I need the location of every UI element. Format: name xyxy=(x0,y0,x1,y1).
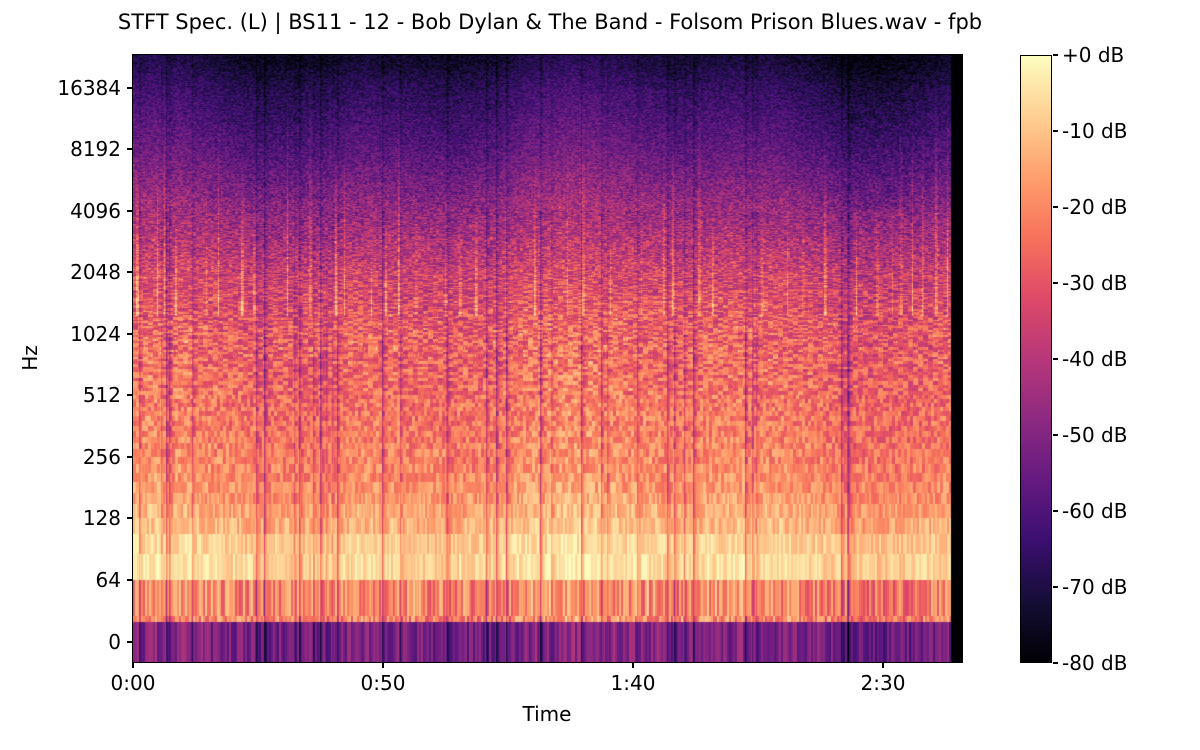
y-tick-label: 1024 xyxy=(70,321,121,346)
colorbar-tick-mark xyxy=(1053,358,1058,360)
chart-title: STFT Spec. (L) | BS11 - 12 - Bob Dylan &… xyxy=(117,10,983,34)
colorbar-tick-label: -80 dB xyxy=(1062,651,1128,675)
y-tick-label: 64 xyxy=(95,568,121,592)
y-tick-mark xyxy=(127,579,132,581)
colorbar-tick-mark xyxy=(1053,282,1058,284)
x-tick-label: 0:50 xyxy=(360,671,406,695)
x-tick-label: 0:00 xyxy=(110,671,156,695)
x-tick-mark xyxy=(382,663,384,668)
y-axis-label: Hz xyxy=(18,345,42,371)
y-tick-label: 0 xyxy=(108,629,121,654)
colorbar-tick-label: -60 dB xyxy=(1062,499,1128,523)
colorbar-tick-mark xyxy=(1053,586,1058,588)
y-tick-mark xyxy=(127,455,132,458)
y-tick-mark xyxy=(127,517,132,520)
colorbar-tick-label: -10 dB xyxy=(1062,119,1128,143)
colorbar-tick-label: -50 dB xyxy=(1062,423,1128,447)
colorbar-tick-mark xyxy=(1053,54,1058,56)
y-tick-mark xyxy=(127,148,132,151)
spectrogram-plot xyxy=(132,54,963,663)
colorbar-tick-mark xyxy=(1053,130,1058,132)
y-tick-mark xyxy=(127,332,132,335)
x-axis-label: Time xyxy=(522,702,572,726)
colorbar-tick-mark xyxy=(1053,510,1058,512)
y-tick-mark xyxy=(127,209,132,212)
colorbar-tick-label: +0 dB xyxy=(1062,43,1125,67)
y-tick-label: 512 xyxy=(82,383,121,408)
y-tick-label: 256 xyxy=(82,444,121,469)
colorbar-tick-label: -40 dB xyxy=(1062,347,1128,371)
x-tick-mark xyxy=(132,663,134,668)
colorbar-tick-label: -30 dB xyxy=(1062,271,1128,295)
x-tick-mark xyxy=(632,663,634,668)
y-tick-label: 4096 xyxy=(70,198,121,223)
x-tick-mark xyxy=(882,663,884,668)
y-tick-mark xyxy=(127,394,132,397)
colorbar-tick-mark xyxy=(1053,206,1058,208)
y-tick-label: 2048 xyxy=(70,260,121,285)
x-tick-label: 1:40 xyxy=(610,671,656,695)
y-tick-label: 8192 xyxy=(70,137,121,162)
colorbar xyxy=(1020,55,1052,663)
y-tick-mark xyxy=(127,640,132,643)
colorbar-tick-label: -20 dB xyxy=(1062,195,1128,219)
y-tick-label: 16384 xyxy=(57,75,121,100)
colorbar-tick-mark xyxy=(1053,434,1058,436)
y-tick-mark xyxy=(127,86,132,89)
y-tick-label: 128 xyxy=(82,506,121,531)
y-tick-mark xyxy=(127,271,132,274)
spectrogram-canvas xyxy=(133,55,962,662)
colorbar-tick-label: -70 dB xyxy=(1062,575,1128,599)
x-tick-label: 2:30 xyxy=(860,671,906,695)
colorbar-tick-mark xyxy=(1053,662,1058,664)
